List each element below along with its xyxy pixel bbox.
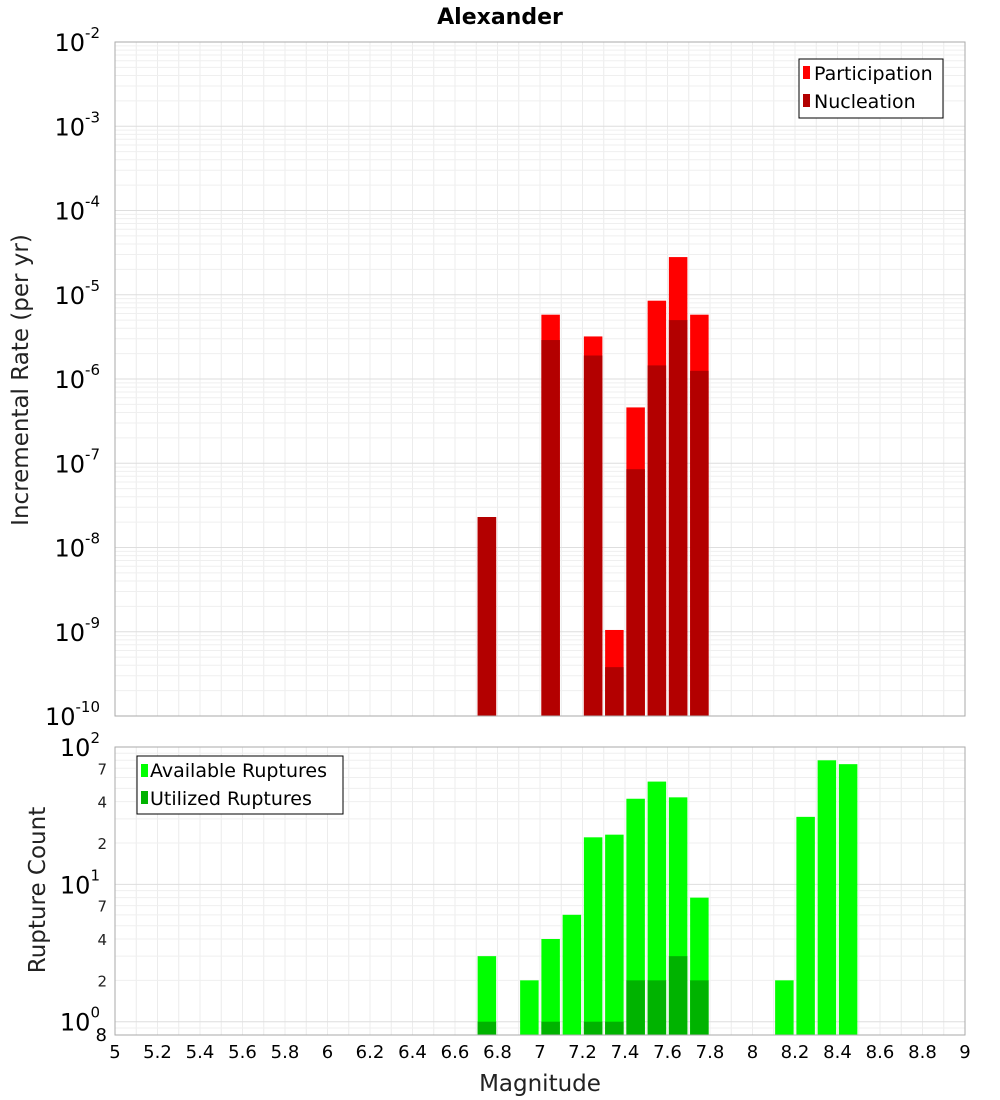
legend-swatch-utilized [141, 791, 148, 804]
available-ruptures-bar [520, 980, 539, 1035]
legend-label-nucleation: Nucleation [814, 91, 916, 113]
available-ruptures-bar [817, 760, 837, 1035]
utilized-ruptures-bar [605, 1021, 624, 1035]
utilized-ruptures-bar [668, 956, 688, 1035]
bottom-legend: Available Ruptures Utilized Ruptures [136, 755, 344, 815]
top-y-ticks: 10-10 10-9 10-8 10-7 10-6 10-5 10-4 10-3 10-2 [45, 24, 100, 731]
bottom-y-minor-tick-label: 4 [97, 931, 107, 949]
legend-label-utilized: Utilized Ruptures [150, 788, 312, 810]
x-tick-label: 6.2 [356, 1042, 385, 1063]
nucleation-bar [583, 355, 603, 716]
x-tick-label: 7.4 [611, 1042, 640, 1063]
top-y-tick-label: 10-9 [54, 614, 100, 647]
bottom-y-major-tick-label: 101 [60, 866, 100, 899]
nucleation-bar [647, 365, 667, 716]
x-tick-label: 6.4 [398, 1042, 427, 1063]
utilized-ruptures-bar [647, 980, 667, 1035]
x-tick-label: 6 [322, 1042, 333, 1063]
utilized-ruptures-bar [541, 1021, 560, 1035]
top-bars [477, 257, 709, 716]
top-legend-box [798, 58, 944, 119]
available-ruptures-bar [838, 764, 858, 1035]
bottom-y-minor-tick-label: 2 [97, 972, 107, 990]
utilized-ruptures-bar [583, 1021, 603, 1035]
x-ticks: 5 5.2 5.4 5.6 5.8 6 6.2 6.4 6.6 6.8 7 7.2 7.4 7.6 7.8 8… [109, 1042, 970, 1063]
bottom-y-minor-tick-label: 4 [97, 794, 107, 812]
x-tick-label: 8.2 [781, 1042, 810, 1063]
available-ruptures-bar [605, 834, 624, 1035]
bottom-y-ticks: 100 101 102 8 2 4 7 2 4 7 [60, 729, 107, 1046]
top-legend: Participation Nucleation [798, 58, 944, 119]
available-ruptures-bar [541, 939, 560, 1035]
available-ruptures-bar [796, 816, 815, 1035]
x-tick-label: 8.4 [823, 1042, 852, 1063]
bottom-y-minor-tick-label: 7 [97, 760, 107, 778]
nucleation-bar [690, 370, 709, 716]
nucleation-bar [668, 320, 688, 716]
x-tick-label: 5.2 [143, 1042, 172, 1063]
top-y-tick-label: 10-2 [54, 24, 100, 57]
top-y-tick-label: 10-10 [45, 698, 100, 731]
x-tick-label: 5.4 [186, 1042, 215, 1063]
legend-swatch-nucleation [803, 94, 810, 107]
x-tick-label: 7 [534, 1042, 545, 1063]
available-ruptures-bar [775, 980, 794, 1035]
top-y-tick-label: 10-3 [54, 108, 100, 141]
nucleation-bar [626, 469, 645, 716]
bottom-y-major-tick-label: 100 [60, 1004, 100, 1037]
x-tick-label: 7.6 [653, 1042, 682, 1063]
bottom-plot-frame [114, 746, 966, 1036]
x-tick-label: 5 [109, 1042, 120, 1063]
x-tick-label: 7.2 [568, 1042, 597, 1063]
x-tick-label: 5.8 [271, 1042, 300, 1063]
available-ruptures-bar [647, 781, 667, 1035]
bottom-y-major-tick-label: 102 [60, 729, 100, 762]
utilized-ruptures-bar [690, 980, 709, 1035]
top-grid [115, 42, 965, 717]
top-y-tick-label: 10-6 [54, 361, 100, 394]
x-tick-label: 6.8 [483, 1042, 512, 1063]
top-y-axis-label: Incremental Rate (per yr) [8, 234, 34, 526]
bottom-y-minor-tick-label: 8 [96, 1025, 107, 1046]
legend-swatch-available [141, 764, 148, 777]
utilized-ruptures-bar [626, 980, 645, 1035]
top-y-tick-label: 10-8 [54, 530, 100, 563]
bottom-bars [477, 760, 858, 1035]
available-ruptures-bar [477, 956, 497, 1035]
utilized-ruptures-bar [477, 1021, 497, 1035]
x-tick-label: 8.8 [908, 1042, 937, 1063]
legend-label-available: Available Ruptures [150, 760, 327, 782]
x-tick-label: 8.6 [866, 1042, 895, 1063]
x-tick-label: 6.6 [441, 1042, 470, 1063]
x-tick-label: 8 [747, 1042, 758, 1063]
legend-label-participation: Participation [814, 63, 933, 85]
top-plot-frame [114, 41, 966, 717]
top-y-tick-label: 10-5 [54, 277, 100, 310]
available-ruptures-bar [583, 837, 603, 1035]
bottom-y-axis-label: Rupture Count [25, 807, 51, 973]
bottom-y-minor-tick-label: 2 [97, 835, 107, 853]
x-axis-label: Magnitude [479, 1071, 601, 1097]
bottom-y-minor-tick-label: 7 [97, 898, 107, 916]
legend-swatch-participation [803, 66, 810, 79]
nucleation-bar [541, 340, 560, 716]
bottom-legend-box [136, 755, 344, 815]
chart-title: Alexander [437, 5, 563, 30]
top-y-tick-label: 10-4 [54, 193, 100, 226]
available-ruptures-bar [562, 914, 582, 1035]
x-tick-label: 5.6 [228, 1042, 257, 1063]
nucleation-bar [605, 667, 624, 716]
nucleation-bar [477, 517, 497, 716]
x-tick-label: 9 [959, 1042, 970, 1063]
available-ruptures-bar [626, 798, 645, 1035]
x-tick-label: 7.8 [696, 1042, 725, 1063]
top-y-tick-label: 10-7 [54, 445, 100, 478]
